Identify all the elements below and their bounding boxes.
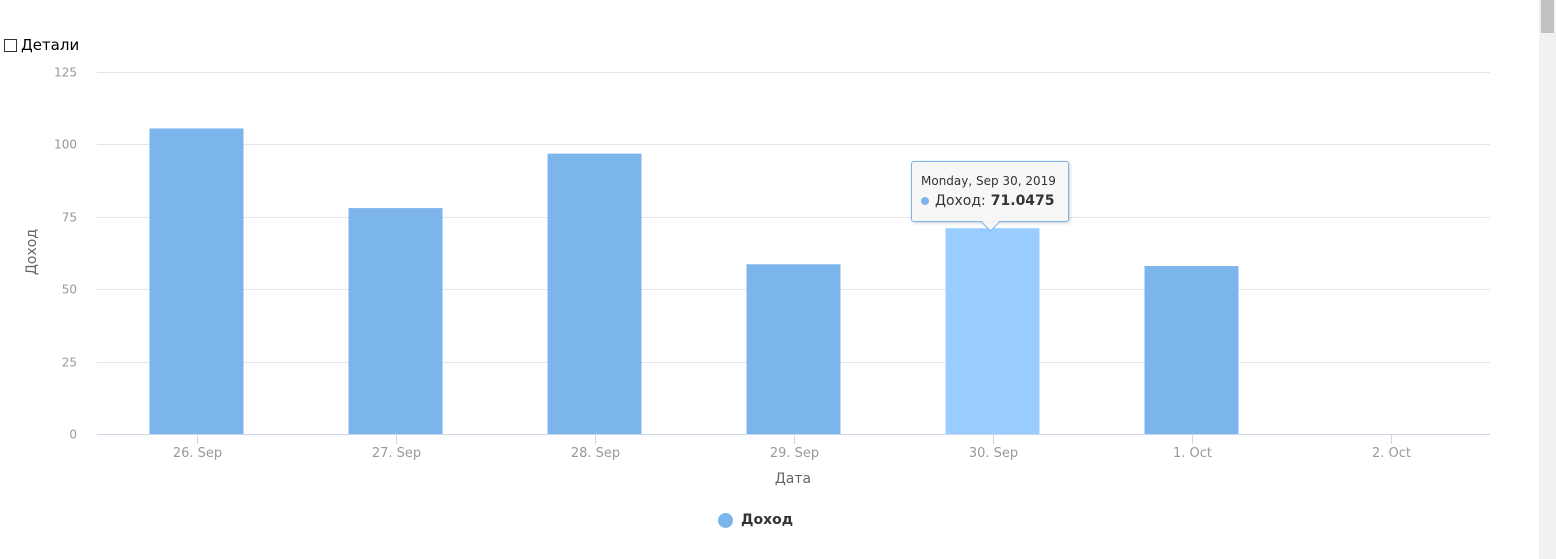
scrollbar[interactable]	[1539, 0, 1556, 559]
tooltip-date: Monday, Sep 30, 2019	[921, 174, 1056, 188]
chart-tooltip: Monday, Sep 30, 2019 Доход: 71.0475	[911, 161, 1069, 232]
y-tick-label: 100	[54, 138, 77, 152]
bar[interactable]	[348, 208, 443, 434]
y-tick-label: 50	[62, 283, 77, 297]
x-tick-label: 29. Sep	[770, 446, 819, 461]
x-axis: 26. Sep 27. Sep 28. Sep 29. Sep 30. Sep 1. Oc…	[97, 434, 1490, 461]
bar[interactable]	[547, 153, 642, 434]
legend-item[interactable]: Доход	[718, 512, 793, 528]
tooltip-series-name: Доход	[935, 193, 982, 209]
y-tick-label: 75	[62, 211, 77, 225]
tooltip-row: Доход: 71.0475	[921, 193, 1059, 209]
details-label: Детали	[21, 36, 80, 54]
legend-dot-icon	[718, 512, 733, 528]
y-tick-label: 0	[69, 428, 77, 442]
y-axis-title: Доход	[24, 229, 40, 275]
tooltip-value: 71.0475	[990, 193, 1055, 209]
series-dot-icon	[921, 197, 929, 205]
x-axis-title: Дата	[775, 471, 811, 487]
bar[interactable]	[149, 128, 244, 435]
y-axis-ticks: 0 25 50 75 100 125	[54, 66, 77, 442]
y-tick-label: 25	[62, 356, 77, 370]
x-tick-label: 26. Sep	[173, 446, 222, 461]
bar[interactable]	[1144, 266, 1239, 434]
y-tick-label: 125	[54, 66, 77, 80]
bar[interactable]	[746, 264, 841, 434]
x-tick-label: 1. Oct	[1173, 446, 1212, 461]
details-checkbox[interactable]: Детали	[4, 36, 79, 54]
bar[interactable]	[945, 228, 1040, 434]
scrollbar-thumb[interactable]	[1541, 0, 1554, 33]
x-tick-label: 28. Sep	[571, 446, 620, 461]
x-tick-label: 2. Oct	[1372, 446, 1411, 461]
x-tick-label: 30. Sep	[969, 446, 1018, 461]
checkbox-box[interactable]	[4, 38, 17, 52]
x-tick-label: 27. Sep	[372, 446, 421, 461]
bars	[149, 128, 1239, 435]
legend-label: Доход	[741, 512, 794, 528]
